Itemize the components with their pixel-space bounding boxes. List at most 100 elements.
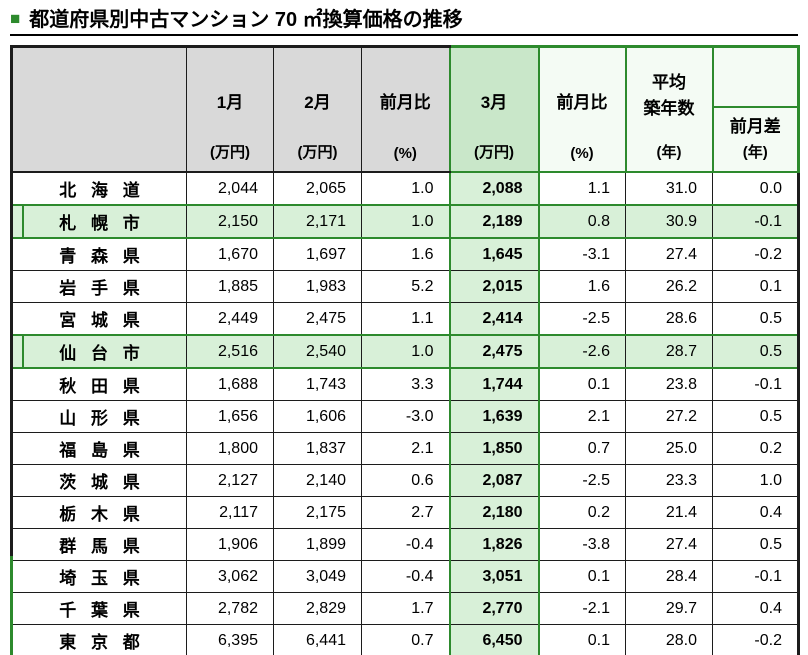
- column-unit: (万円): [474, 144, 514, 161]
- cell-mom1: 3.3: [361, 367, 450, 401]
- cell-age: 21.4: [625, 496, 713, 529]
- prefecture-row: 茨 城 県 2,127 2,140 0.6 2,087 -2.5 23.3 1.0: [10, 464, 800, 497]
- cell-mar: 2,088: [448, 171, 540, 206]
- cell-feb: 2,171: [273, 204, 362, 239]
- cell-diff: -0.1: [712, 560, 800, 593]
- cell-diff: 0.0: [712, 171, 800, 206]
- col-header-month-difference: 前月差 (年): [711, 45, 800, 173]
- cell-age: 28.4: [625, 560, 713, 593]
- column-unit: (年): [742, 144, 768, 161]
- cell-feb: 1,837: [273, 432, 362, 465]
- cell-mom1: 5.2: [361, 270, 450, 303]
- cell-mar: 1,639: [448, 400, 540, 433]
- cell-mom2: -3.8: [538, 528, 626, 561]
- cell-feb: 1,899: [273, 528, 362, 561]
- cell-mar: 1,850: [448, 432, 540, 465]
- title-underline: [10, 34, 798, 36]
- cell-mom2: 2.1: [538, 400, 626, 433]
- cell-mom2: 0.7: [538, 432, 626, 465]
- cell-age: 27.4: [625, 528, 713, 561]
- col-header-mom-march: 前月比 (%): [537, 45, 627, 173]
- column-label: 前月比: [556, 93, 608, 112]
- cell-mom1: -3.0: [361, 400, 450, 433]
- cell-diff: 0.5: [712, 400, 800, 433]
- column-unit: (%): [393, 145, 417, 162]
- cell-age: 30.9: [625, 204, 713, 239]
- cell-feb: 1,743: [273, 367, 362, 401]
- cell-feb: 2,065: [273, 171, 362, 206]
- cell-mar: 2,414: [448, 302, 540, 336]
- cell-mar: 2,770: [448, 592, 540, 625]
- column-label: 1月: [216, 93, 244, 112]
- cell-mom1: 1.0: [361, 171, 450, 206]
- cell-mom1: 1.7: [361, 592, 450, 625]
- cell-age: 29.7: [625, 592, 713, 625]
- header-divider-line: [711, 106, 799, 108]
- cell-diff: -0.2: [712, 237, 800, 271]
- cell-diff: 1.0: [712, 464, 800, 497]
- city-row: 札 幌 市 2,150 2,171 1.0 2,189 0.8 30.9 -0.1: [10, 204, 800, 239]
- cell-jan: 6,395: [186, 624, 274, 655]
- cell-mom2: -2.1: [538, 592, 626, 625]
- cell-jan: 2,516: [186, 334, 274, 369]
- prefecture-name: 茨 城 県: [10, 464, 187, 497]
- prefecture-row: 福 島 県 1,800 1,837 2.1 1,850 0.7 25.0 0.2: [10, 432, 800, 465]
- cell-mom1: 1.0: [361, 204, 450, 239]
- cell-age: 27.4: [625, 237, 713, 271]
- prefecture-row: 秋 田 県 1,688 1,743 3.3 1,744 0.1 23.8 -0.1: [10, 367, 800, 401]
- cell-age: 28.0: [625, 624, 713, 655]
- cell-feb: 2,140: [273, 464, 362, 497]
- cell-jan: 1,670: [186, 237, 274, 271]
- cell-mom2: -2.5: [538, 302, 626, 336]
- price-table: 1月 (万円) 2月 (万円) 前月比 (%) 3月 (万円) 前月比 (%: [10, 45, 800, 655]
- cell-jan: 1,885: [186, 270, 274, 303]
- cell-jan: 3,062: [186, 560, 274, 593]
- col-header-february: 2月 (万円): [273, 45, 362, 173]
- cell-diff: -0.1: [712, 367, 800, 401]
- prefecture-row: 栃 木 県 2,117 2,175 2.7 2,180 0.2 21.4 0.4: [10, 496, 800, 529]
- cell-mom2: -2.6: [538, 334, 626, 369]
- cell-age: 23.3: [625, 464, 713, 497]
- cell-age: 31.0: [625, 171, 713, 206]
- cell-mom1: 0.7: [361, 624, 450, 655]
- cell-diff: 0.5: [712, 302, 800, 336]
- column-unit: (万円): [210, 144, 250, 161]
- title-bullet-icon: ■: [10, 9, 21, 28]
- prefecture-name: 群 馬 県: [10, 528, 187, 561]
- prefecture-name: 仙 台 市: [10, 334, 187, 369]
- prefecture-row: 北 海 道 2,044 2,065 1.0 2,088 1.1 31.0 0.0: [10, 171, 800, 206]
- col-header-mom-february: 前月比 (%): [361, 45, 450, 173]
- cell-mar: 1,744: [448, 367, 540, 401]
- cell-mom1: 0.6: [361, 464, 450, 497]
- cell-mar: 2,475: [448, 334, 540, 369]
- cell-feb: 2,475: [273, 302, 362, 336]
- cell-mom2: 0.2: [538, 496, 626, 529]
- column-label: 前月比: [379, 93, 431, 112]
- cell-jan: 2,150: [186, 204, 274, 239]
- cell-age: 26.2: [625, 270, 713, 303]
- prefecture-name: 岩 手 県: [10, 270, 187, 303]
- prefecture-name: 千 葉 県: [10, 592, 187, 625]
- prefecture-name: 埼 玉 県: [10, 560, 187, 593]
- cell-mom2: 0.1: [538, 560, 626, 593]
- prefecture-row: 山 形 県 1,656 1,606 -3.0 1,639 2.1 27.2 0.5: [10, 400, 800, 433]
- cell-mom1: -0.4: [361, 528, 450, 561]
- column-label: 2月: [304, 93, 331, 112]
- cell-mar: 2,180: [448, 496, 540, 529]
- cell-mom2: 1.6: [538, 270, 626, 303]
- cell-diff: 0.1: [712, 270, 800, 303]
- cell-feb: 3,049: [273, 560, 362, 593]
- capital-region-accent-line: [10, 556, 13, 655]
- cell-mom1: 2.7: [361, 496, 450, 529]
- column-label: 平均 築年数: [643, 73, 695, 118]
- cell-mom2: 0.1: [538, 624, 626, 655]
- prefecture-name: 宮 城 県: [10, 302, 187, 336]
- prefecture-name: 栃 木 県: [10, 496, 187, 529]
- table-body: 北 海 道 2,044 2,065 1.0 2,088 1.1 31.0 0.0 札 幌 市 2,…: [10, 171, 800, 655]
- column-label: 3月: [480, 93, 508, 112]
- cell-jan: 1,688: [186, 367, 274, 401]
- cell-mom1: 1.0: [361, 334, 450, 369]
- cell-feb: 2,829: [273, 592, 362, 625]
- cell-diff: -0.2: [712, 624, 800, 655]
